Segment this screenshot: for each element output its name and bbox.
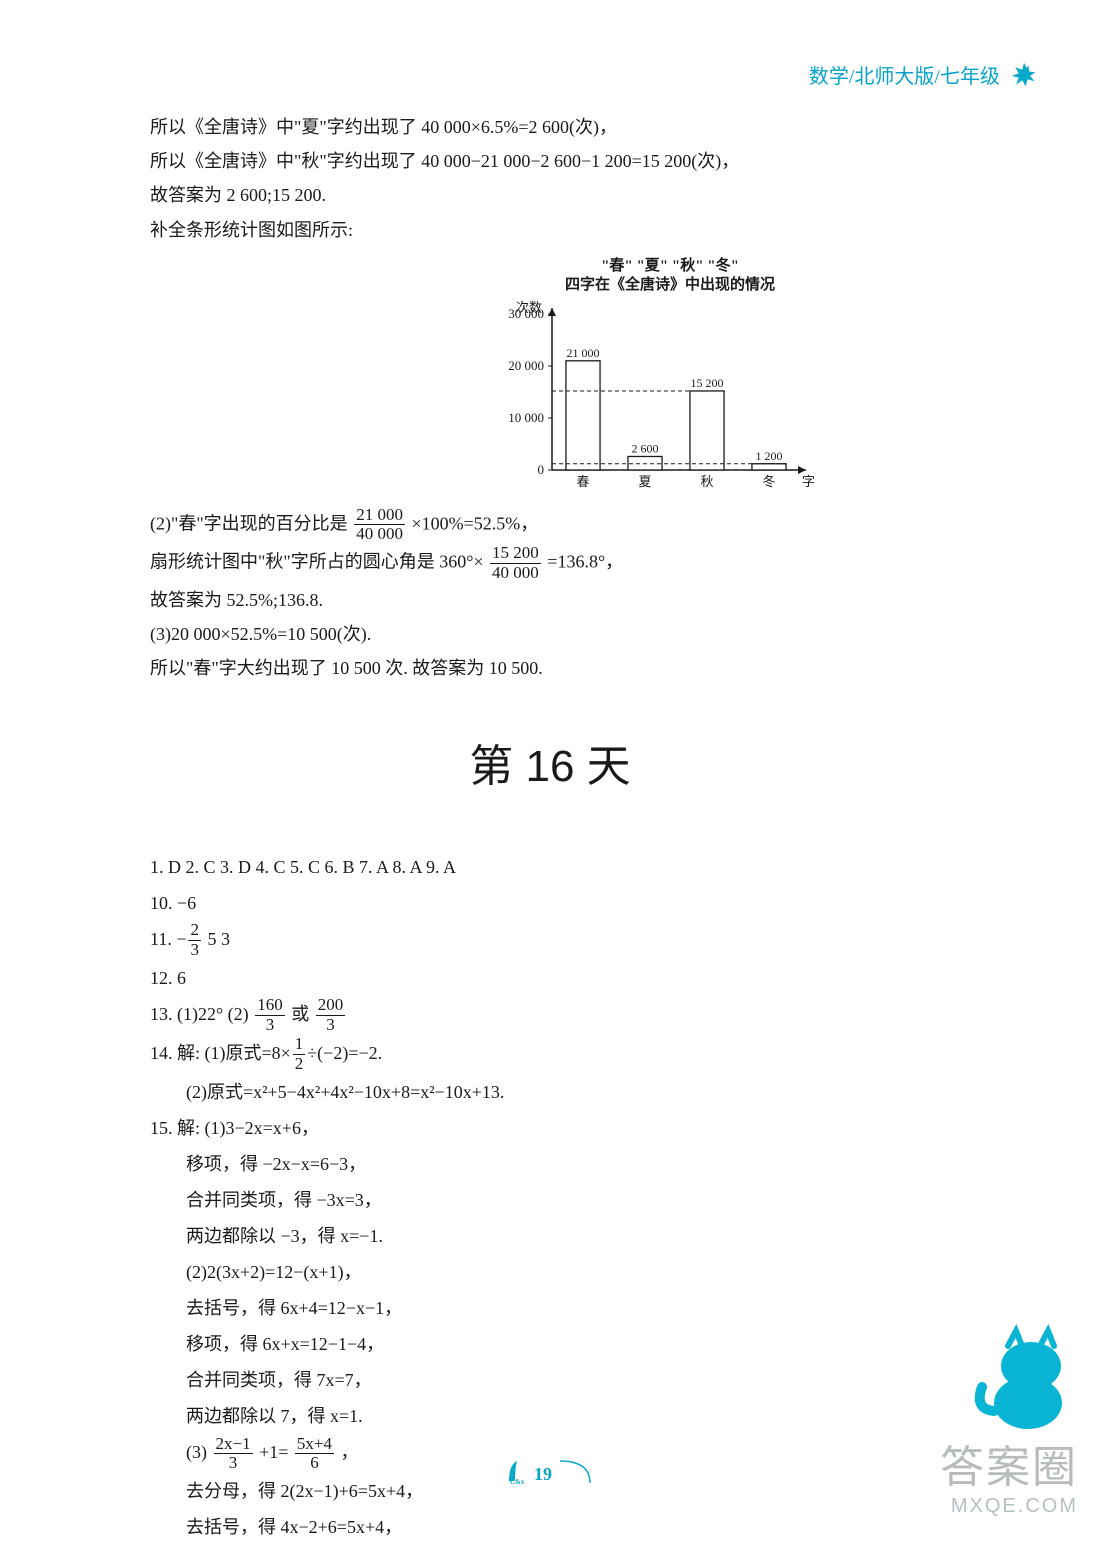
svg-text:21 000: 21 000 [567,346,600,360]
intro-line: 所以《全唐诗》中"夏"字约出现了 40 000×6.5%=2 600(次)， [150,110,950,144]
fraction: 21 00040 000 [354,506,405,544]
answer-line: 14. 解: (1)原式=8×12÷(−2)=−2. [150,1035,950,1074]
footer-deco-icon: C&x [506,1459,528,1490]
svg-text:秋: 秋 [700,474,713,489]
answer-line: 12. 6 [150,960,950,996]
answer-line: 移项，得 6x+x=12−1−4， [186,1326,950,1362]
svg-text:1 200: 1 200 [756,449,783,463]
svg-text:C&x: C&x [510,1478,525,1485]
intro-line: 故答案为 2 600;15 200. [150,178,950,212]
answers-block: 1. D 2. C 3. D 4. C 5. C 6. B 7. A 8. A … [150,849,950,1545]
answer-line: 13. (1)22° (2) 1603 或 2003 [150,996,950,1035]
svg-text:20 000: 20 000 [508,358,544,373]
answer-line: 移项，得 −2x−x=6−3， [186,1146,950,1182]
page-header: 数学/北师大版/七年级 [809,60,1038,89]
svg-text:次数: 次数 [516,300,542,315]
text-line: (2)"春"字出现的百分比是 21 00040 000 ×100%=52.5%， [150,506,950,544]
cat-icon [968,1321,1078,1436]
answer-line: 去括号，得 4x−2+6=5x+4， [186,1509,950,1545]
answer-line: 去括号，得 6x+4=12−x−1， [186,1290,950,1326]
star-icon [1010,61,1038,89]
svg-text:0: 0 [538,462,545,477]
answer-line: 10. −6 [150,885,950,921]
watermark: 答案圈 MXQE.COM [940,1431,1078,1518]
watermark-text: 答案圈 [940,1431,1078,1495]
bar-chart: "春" "夏" "秋" "冬" 四字在《全唐诗》中出现的情况 0 10 000 20… [350,257,950,496]
answer-line: 合并同类项，得 −3x=3， [186,1182,950,1218]
page-number: C&x 19 [506,1459,592,1490]
answer-line: 两边都除以 −3，得 x=−1. [186,1218,950,1254]
mc-answers: 1. D 2. C 3. D 4. C 5. C 6. B 7. A 8. A … [150,849,950,885]
intro-line: 补全条形统计图如图所示: [150,213,950,247]
answer-line: (2)原式=x²+5−4x²+4x²−10x+8=x²−10x+13. [186,1074,950,1110]
svg-text:15 200: 15 200 [691,376,724,390]
day-title: 第 16 天 [150,725,950,809]
svg-text:春: 春 [576,474,589,489]
text-line: 所以"春"字大约出现了 10 500 次. 故答案为 10 500. [150,651,950,685]
text-line: (3)20 000×52.5%=10 500(次). [150,617,950,651]
svg-text:10 000: 10 000 [508,410,544,425]
answer-line: 两边都除以 7，得 x=1. [186,1398,950,1434]
header-text: 数学/北师大版/七年级 [809,60,1000,89]
footer-arc-icon [558,1459,592,1490]
answer-line: 11. −23 5 3 [150,921,950,960]
page-content: 所以《全唐诗》中"夏"字约出现了 40 000×6.5%=2 600(次)， 所… [150,110,950,1545]
text-line: 扇形统计图中"秋"字所占的圆心角是 360°× 15 20040 000 =13… [150,544,950,582]
svg-text:夏: 夏 [638,474,651,489]
fraction: 15 20040 000 [490,544,541,582]
svg-text:字: 字 [802,474,815,489]
answer-line: (2)2(3x+2)=12−(x+1)， [186,1254,950,1290]
chart-title: "春" "夏" "秋" "冬" 四字在《全唐诗》中出现的情况 [390,257,950,296]
intro-line: 所以《全唐诗》中"秋"字约出现了 40 000−21 000−2 600−1 2… [150,144,950,178]
answer-line: 合并同类项，得 7x=7， [186,1362,950,1398]
svg-text:2 600: 2 600 [632,441,659,455]
watermark-url: MXQE.COM [940,1495,1078,1518]
svg-text:冬: 冬 [762,474,775,489]
text-line: 故答案为 52.5%;136.8. [150,583,950,617]
answer-line: 15. 解: (1)3−2x=x+6， [150,1110,950,1146]
chart-canvas: 010 00020 00030 000次数字21 000春2 600夏15 20… [480,296,820,496]
